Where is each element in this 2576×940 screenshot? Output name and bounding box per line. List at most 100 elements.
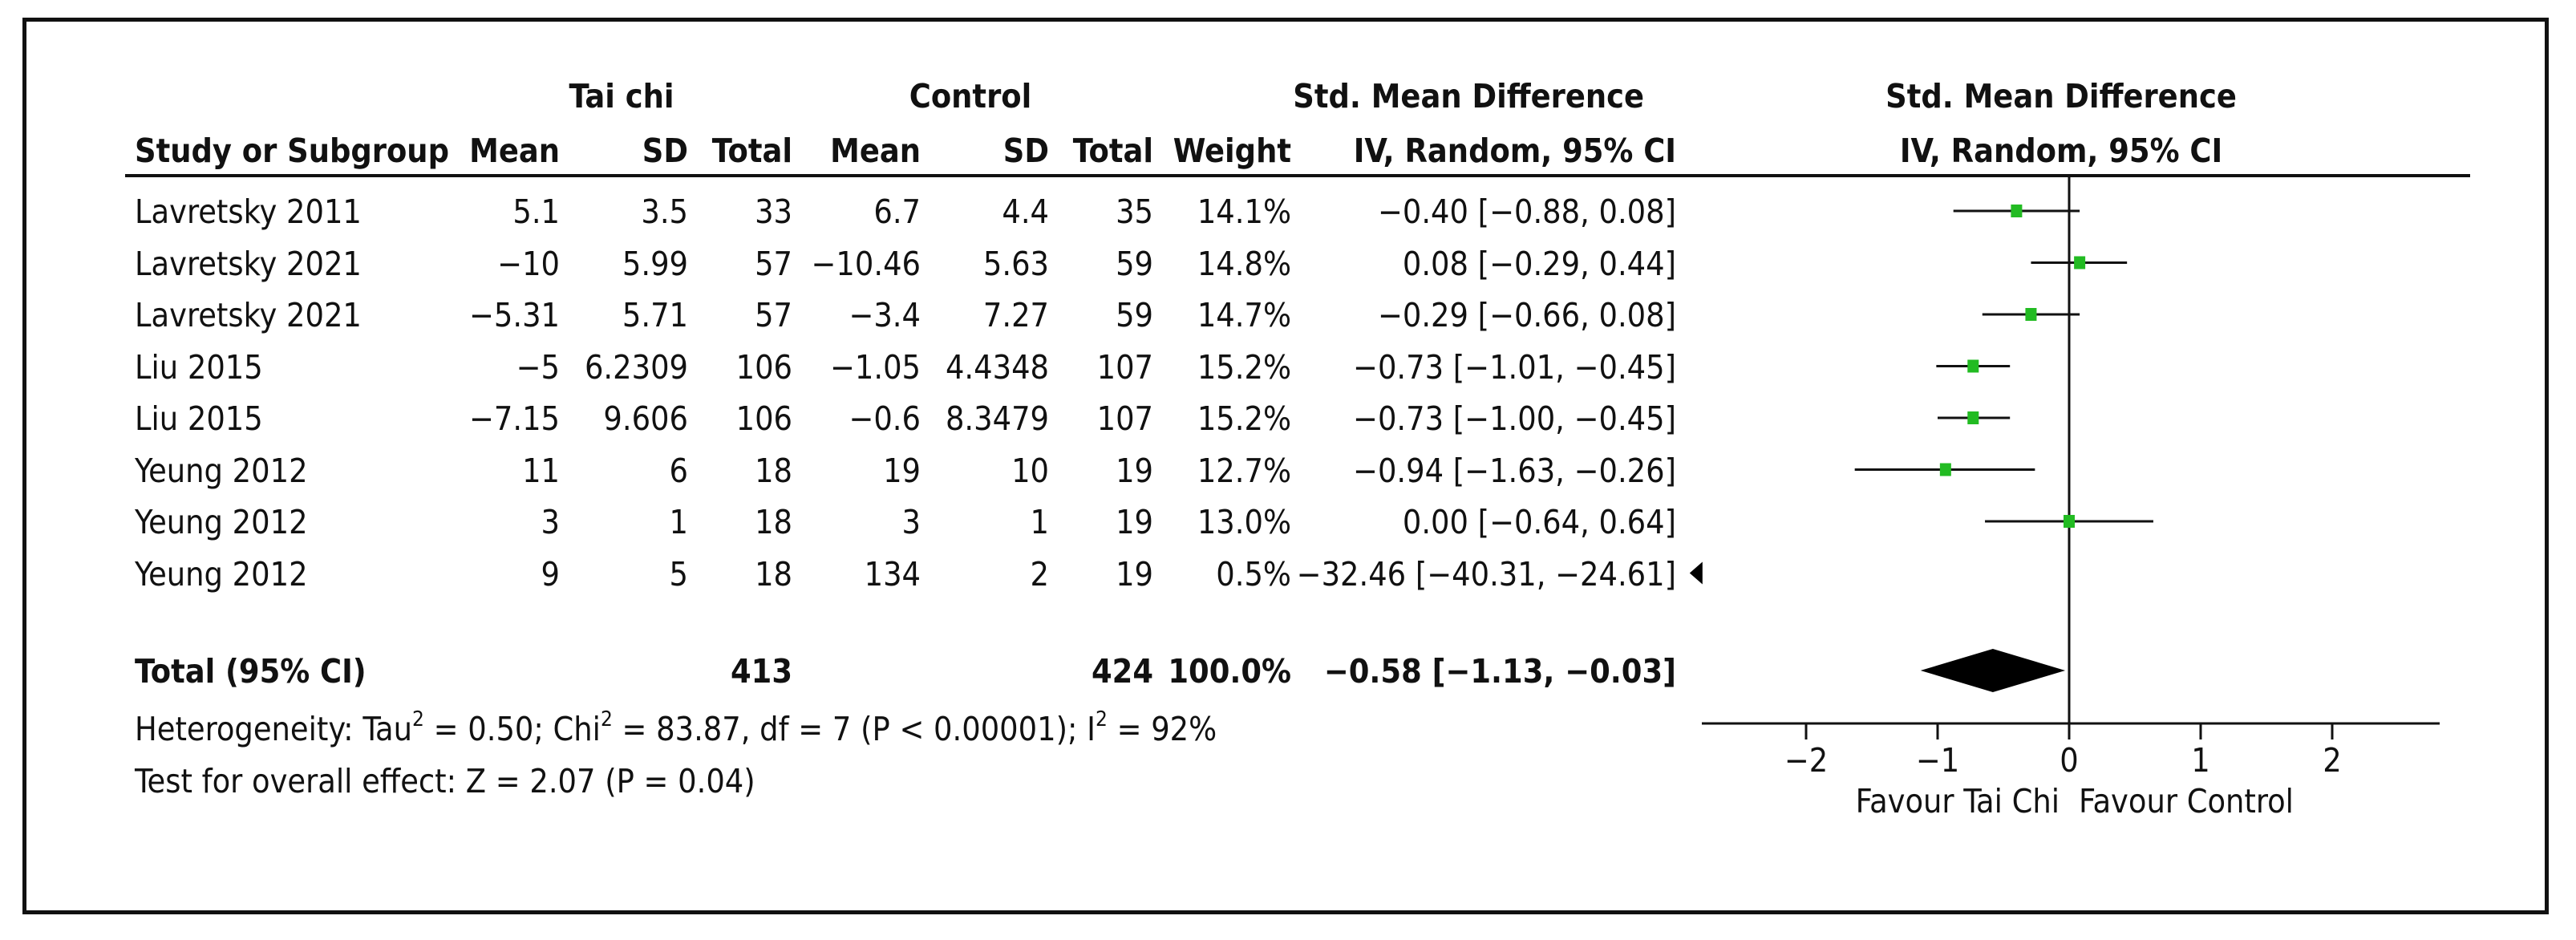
study-sd2: 5.63 (982, 244, 1049, 283)
study-name: Lavretsky 2011 (135, 192, 362, 231)
header-smd-table: Std. Mean Difference (1293, 77, 1644, 115)
header-sd-taichi: SD (642, 132, 688, 170)
header-control: Control (909, 77, 1032, 115)
study-sd1: 5.71 (622, 296, 688, 334)
study-name: Liu 2015 (135, 347, 263, 387)
study-ci: −0.94 [−1.63, −0.26] (1353, 451, 1676, 490)
study-mean1: −5 (516, 347, 560, 387)
header-study: Study or Subgroup (135, 132, 449, 170)
study-weight: 14.7% (1197, 296, 1291, 334)
total-label: Total (95% CI) (135, 652, 367, 691)
study-total1: 33 (755, 192, 792, 231)
study-mean2: −0.6 (849, 399, 921, 438)
study-total2: 107 (1096, 399, 1153, 438)
x-tick-label: −2 (1784, 741, 1828, 780)
study-weight: 14.1% (1197, 192, 1291, 231)
study-name: Yeung 2012 (135, 503, 308, 541)
off-scale-arrow (1689, 561, 1703, 585)
figure-frame (22, 18, 2549, 914)
study-mean1: −5.31 (468, 296, 560, 334)
study-mean1: 11 (522, 451, 560, 490)
study-mean2: −10.46 (811, 244, 921, 283)
study-sd2: 4.4 (1002, 192, 1049, 231)
study-total1: 57 (755, 244, 792, 283)
study-total2: 19 (1116, 503, 1153, 541)
study-ci: −0.40 [−0.88, 0.08] (1377, 192, 1676, 231)
study-ci: −0.73 [−1.00, −0.45] (1353, 399, 1676, 438)
study-name: Liu 2015 (135, 399, 263, 438)
study-sd1: 6.2309 (584, 347, 688, 387)
header-ci-table: IV, Random, 95% CI (1353, 132, 1676, 170)
study-name: Lavretsky 2021 (135, 244, 362, 283)
study-point (1967, 359, 1979, 373)
study-mean1: 9 (541, 554, 560, 594)
study-total1: 106 (735, 399, 792, 438)
study-sd1: 6 (669, 451, 688, 490)
header-total-control: Total (1072, 132, 1153, 170)
study-total2: 19 (1116, 554, 1153, 594)
x-tick-label: 0 (2060, 741, 2078, 780)
study-sd2: 4.4348 (945, 347, 1049, 387)
study-sd2: 7.27 (982, 296, 1049, 334)
study-point (2011, 205, 2023, 217)
study-ci: −32.46 [−40.31, −24.61] (1296, 554, 1676, 594)
study-total2: 59 (1116, 296, 1153, 334)
study-name: Yeung 2012 (135, 451, 308, 490)
study-weight: 15.2% (1197, 399, 1291, 438)
study-sd1: 3.5 (641, 192, 688, 231)
study-weight: 12.7% (1197, 451, 1291, 490)
favour-right-label: Favour Control (2079, 782, 2294, 820)
header-smd-plot: Std. Mean Difference (1885, 77, 2237, 115)
total-weight: 100.0% (1168, 652, 1291, 691)
study-sd1: 1 (669, 503, 688, 541)
study-point (2074, 256, 2086, 269)
study-point (1967, 411, 1979, 424)
pooled-diamond (1920, 649, 2066, 692)
header-total-taichi: Total (711, 132, 792, 170)
study-ci: −0.73 [−1.01, −0.45] (1353, 347, 1676, 387)
study-point (2025, 308, 2037, 321)
study-total1: 106 (735, 347, 792, 387)
study-name: Yeung 2012 (135, 554, 308, 594)
study-ci: −0.29 [−0.66, 0.08] (1377, 296, 1676, 334)
header-mean-taichi: Mean (469, 132, 560, 170)
header-weight: Weight (1173, 132, 1291, 170)
study-total2: 35 (1116, 192, 1153, 231)
study-total2: 107 (1096, 347, 1153, 387)
study-weight: 0.5% (1216, 554, 1291, 594)
header-sd-control: SD (1002, 132, 1049, 170)
total-taichi: 413 (731, 652, 792, 691)
study-total1: 18 (755, 554, 792, 594)
study-weight: 15.2% (1197, 347, 1291, 387)
study-sd2: 10 (1011, 451, 1049, 490)
study-total1: 57 (755, 296, 792, 334)
study-mean1: 3 (541, 503, 560, 541)
study-mean1: 5.1 (512, 192, 560, 231)
study-sd2: 2 (1030, 554, 1049, 594)
total-control: 424 (1092, 652, 1153, 691)
study-point (2064, 515, 2075, 528)
study-sd1: 5.99 (622, 244, 688, 283)
header-ci-plot: IV, Random, 95% CI (1899, 132, 2223, 170)
study-sd2: 8.3479 (945, 399, 1049, 438)
study-mean2: 134 (864, 554, 921, 594)
study-mean1: −7.15 (468, 399, 560, 438)
header-tai-chi: Tai chi (569, 77, 674, 115)
study-mean1: −10 (497, 244, 560, 283)
heterogeneity-text: Heterogeneity: Tau2 = 0.50; Chi2 = 83.87… (135, 707, 1217, 748)
study-weight: 14.8% (1197, 244, 1291, 283)
study-total2: 19 (1116, 451, 1153, 490)
study-mean2: 3 (901, 503, 921, 541)
x-tick-label: 2 (2323, 741, 2341, 780)
study-ci: 0.08 [−0.29, 0.44] (1402, 244, 1676, 283)
study-weight: 13.0% (1197, 503, 1291, 541)
study-total2: 59 (1116, 244, 1153, 283)
study-mean2: −1.05 (829, 347, 921, 387)
study-point (1939, 463, 1951, 476)
study-sd1: 9.606 (603, 399, 688, 438)
study-total1: 18 (755, 503, 792, 541)
favour-left-label: Favour Tai Chi (1856, 782, 2060, 820)
overall-effect-text: Test for overall effect: Z = 2.07 (P = 0… (135, 762, 755, 800)
study-sd1: 5 (669, 554, 688, 594)
